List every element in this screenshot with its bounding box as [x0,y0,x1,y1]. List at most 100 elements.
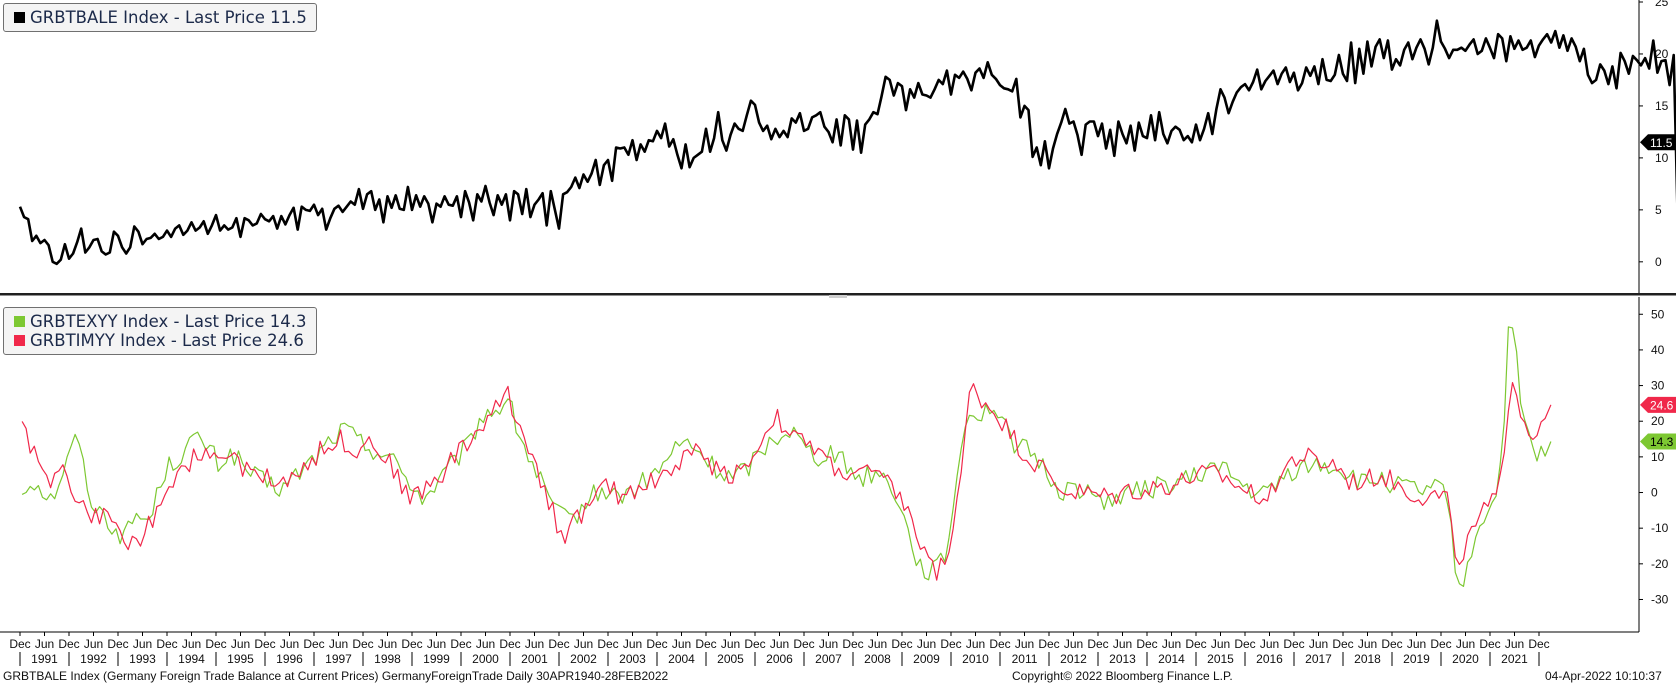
x-tick-label: Jun [1505,637,1524,651]
x-tick-label: Jun [770,637,789,651]
x-tick-label: Jun [574,637,593,651]
x-tick-label: Dec [1332,637,1353,651]
panel-resize-handle[interactable] [829,295,847,298]
x-tick-label: Dec [989,637,1010,651]
x-tick-label: Dec [450,637,471,651]
year-label: 1995 [227,652,254,666]
bottom-panel: -30 -20 -10 0 10 20 30 40 50 24.6 14.3 [21,297,1676,632]
x-tick-label: Jun [476,637,495,651]
year-label: 2003 [619,652,646,666]
year-label: 1993 [129,652,156,666]
year-label: 2018 [1354,652,1381,666]
x-tick-label: Dec [646,637,667,651]
year-label: 1999 [423,652,450,666]
year-label: 2013 [1109,652,1136,666]
y-tick-label: 30 [1651,379,1665,393]
x-tick-label: Dec [1087,637,1108,651]
y-tick-label: 10 [1651,450,1665,464]
x-tick-label: Dec [1234,637,1255,651]
y-tick-label: 5 [1655,203,1662,217]
year-label: 2005 [717,652,744,666]
x-tick-label: Dec [744,637,765,651]
legend-item-grbtbale: GRBTBALE Index - Last Price 11.5 [14,8,307,27]
x-tick-label: Dec [1038,637,1059,651]
last-value-grbtbale-label: 11.5 [1650,136,1673,150]
y-tick-label: 50 [1651,307,1665,321]
x-tick-label: Dec [891,637,912,651]
y-tick-label: 10 [1655,151,1669,165]
footer-timestamp: 04-Apr-2022 10:10:37 [1545,669,1662,683]
year-label: 2009 [913,652,940,666]
footer-source: GRBTBALE Index (Germany Foreign Trade Ba… [3,669,669,683]
x-tick-label: Dec [1136,637,1157,651]
last-value-grbtimyy-tag [1640,396,1676,413]
x-tick-label: Jun [231,637,250,651]
last-value-grbtexyy-label: 14.3 [1650,435,1674,449]
x-tick-label: Jun [1015,637,1034,651]
x-tick-label: Jun [1358,637,1377,651]
legend-label: GRBTIMYY Index - Last Price 24.6 [30,331,304,350]
year-label: 2016 [1256,652,1283,666]
x-tick-label: Dec [499,637,520,651]
x-tick-label: Jun [672,637,691,651]
year-label: 2006 [766,652,793,666]
x-tick-label: Jun [1456,637,1475,651]
x-tick-label: Jun [623,637,642,651]
x-tick-label: Jun [378,637,397,651]
bottom-legend: GRBTEXYY Index - Last Price 14.3 GRBTIMY… [3,307,317,355]
legend-swatch-black [14,12,25,23]
x-tick-label: Jun [1211,637,1230,651]
year-label: 1998 [374,652,401,666]
year-label: 2017 [1305,652,1332,666]
last-value-grbtbale-tag [1640,134,1676,151]
year-label: 2004 [668,652,695,666]
x-tick-label: Jun [525,637,544,651]
year-label: 1997 [325,652,352,666]
x-tick-label: Jun [721,637,740,651]
year-label: 2020 [1452,652,1479,666]
x-tick-label: Jun [819,637,838,651]
x-axis: Dec Jun Dec Jun Dec Jun Dec Jun Dec Jun Dec Jun Dec J… [0,631,1639,666]
x-tick-label: Dec [597,637,618,651]
x-tick-label: Dec [793,637,814,651]
last-value-grbtexyy-tag [1640,433,1676,450]
x-tick-label: Jun [280,637,299,651]
year-label: 1991 [31,652,58,666]
x-tick-label: Dec [1430,637,1451,651]
legend-label: GRBTEXYY Index - Last Price 14.3 [30,312,307,331]
year-label: 2014 [1158,652,1185,666]
year-label: 1992 [80,652,107,666]
x-tick-label: Dec [1528,637,1549,651]
year-label: 2011 [1012,652,1038,666]
x-tick-label: Dec [940,637,961,651]
x-tick-label: Jun [1113,637,1132,651]
x-tick-label: Dec [58,637,79,651]
x-tick-label: Jun [1260,637,1279,651]
year-label: 2015 [1207,652,1234,666]
year-label: 2001 [521,652,548,666]
y-tick-label: 25 [1655,0,1669,9]
last-value-grbtimyy-label: 24.6 [1650,398,1674,412]
legend-label: GRBTBALE Index - Last Price 11.5 [30,8,307,27]
year-label: 1994 [178,652,205,666]
x-tick-label: Jun [966,637,985,651]
legend-swatch-red [14,335,25,346]
y-tick-label: 20 [1655,47,1669,61]
x-tick-label: Dec [205,637,226,651]
x-tick-label: Jun [1407,637,1426,651]
y-tick-label: 20 [1651,414,1665,428]
panel-divider [0,293,1676,296]
year-label: 2008 [864,652,891,666]
x-tick-label: Dec [352,637,373,651]
y-tick-label: 40 [1651,343,1665,357]
y-tick-label: -30 [1651,592,1669,606]
x-tick-label: Jun [868,637,887,651]
series-line-grbtexyy [21,326,1552,588]
x-tick-label: Dec [842,637,863,651]
x-tick-label: Dec [1381,637,1402,651]
top-panel: 0 5 10 15 20 25 11.5 [0,0,1676,298]
x-tick-label: Jun [329,637,348,651]
x-tick-label: Dec [401,637,422,651]
x-tick-label: Dec [695,637,716,651]
